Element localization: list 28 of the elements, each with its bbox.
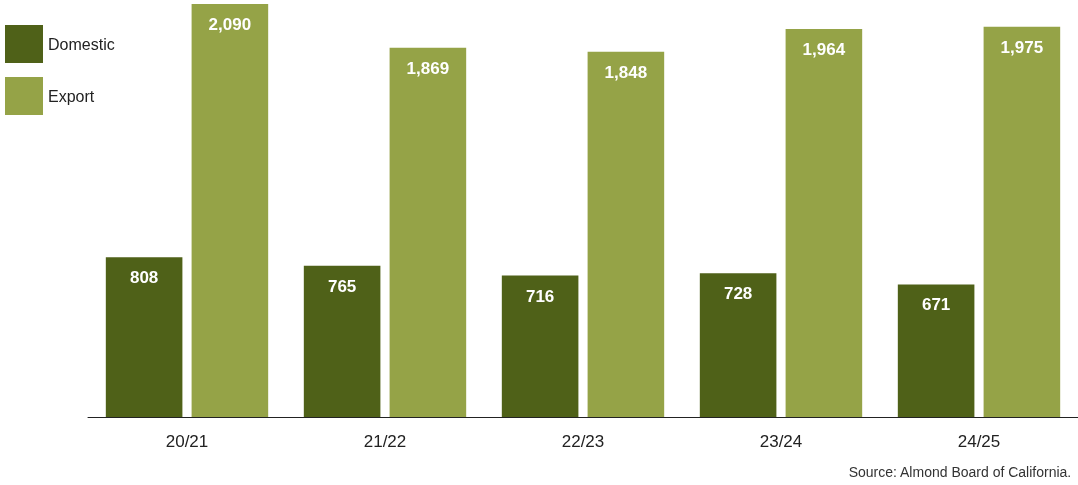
bar bbox=[105, 257, 183, 417]
data-label: 671 bbox=[921, 295, 951, 315]
x-tick-label: 20/21 bbox=[165, 432, 209, 451]
data-label: 2,090 bbox=[208, 15, 252, 34]
data-label: 716 bbox=[525, 286, 555, 306]
bar bbox=[897, 284, 975, 417]
data-label: 765 bbox=[327, 276, 357, 296]
x-tick-label: 21/22 bbox=[363, 432, 407, 451]
data-label: 1,869 bbox=[406, 58, 450, 78]
source-note: Source: Almond Board of California. bbox=[848, 464, 1072, 480]
bar bbox=[785, 28, 863, 417]
bar bbox=[501, 275, 579, 417]
bar bbox=[303, 265, 381, 417]
data-label: 1,964 bbox=[802, 39, 846, 59]
bar bbox=[699, 273, 777, 417]
bar bbox=[587, 51, 665, 417]
data-label: 808 bbox=[129, 268, 159, 288]
legend-label: Domestic bbox=[48, 35, 115, 53]
legend-label: Export bbox=[48, 87, 95, 105]
data-label: 1,848 bbox=[604, 62, 648, 82]
bar bbox=[191, 4, 269, 417]
bar bbox=[389, 47, 467, 417]
data-label: 1,975 bbox=[1000, 37, 1044, 57]
data-label: 728 bbox=[723, 284, 753, 304]
x-tick-label: 23/24 bbox=[759, 432, 803, 451]
x-tick-label: 22/23 bbox=[561, 432, 605, 451]
bar bbox=[983, 26, 1061, 417]
x-tick-label: 24/25 bbox=[957, 432, 1001, 451]
